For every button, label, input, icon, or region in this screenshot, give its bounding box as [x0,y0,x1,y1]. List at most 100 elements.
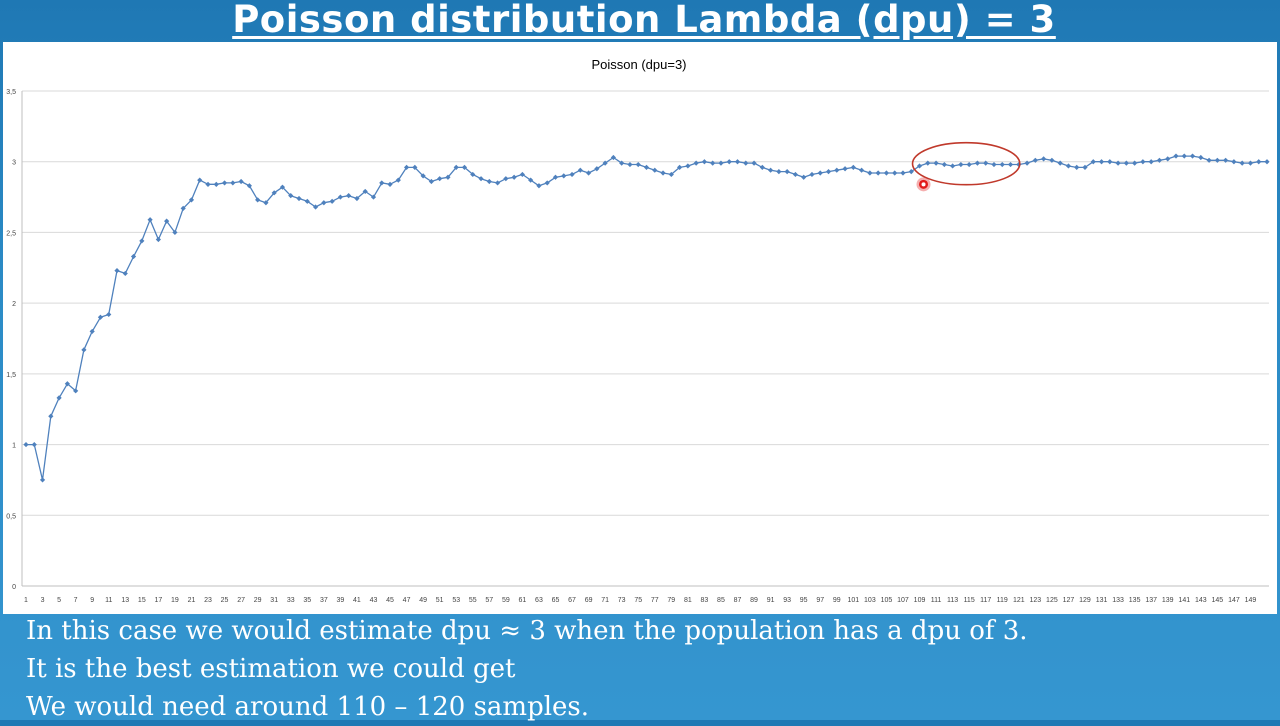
data-point [213,181,219,187]
x-tick-label: 131 [1096,597,1108,604]
data-point [1032,157,1038,163]
data-point [238,178,244,185]
x-tick-label: 125 [1046,597,1058,604]
x-tick-label: 101 [847,597,859,604]
y-tick-label: 1,5 [6,372,16,379]
x-tick-label: 33 [287,597,295,604]
data-point [602,160,608,166]
data-point [403,164,410,170]
data-point [941,161,947,168]
poisson-line-chart: Poisson (dpu=3) 00,511,522,533,5 1 3 5 7 9 11… [6,57,1270,604]
x-tick-label: 15 [138,597,146,604]
data-point [1189,153,1196,159]
x-tick-label: 19 [171,597,179,604]
y-tick-label: 0,5 [6,513,16,520]
data-point [1057,160,1063,166]
data-point [859,167,865,173]
data-point [834,167,840,173]
data-point [1107,159,1113,165]
data-point [23,441,29,448]
data-point [188,197,195,203]
highlight-ellipse [911,141,1021,186]
data-point [585,170,592,176]
y-tick-label: 3 [12,160,16,167]
data-point [461,164,468,170]
data-point [784,169,790,175]
data-point [1123,160,1129,166]
data-point [561,173,567,179]
data-point [64,381,70,387]
data-point [122,270,128,277]
data-point [933,160,939,166]
x-tick-label: 147 [1228,597,1240,604]
x-tick-label: 77 [651,597,659,604]
data-point [701,159,708,165]
data-point [519,171,525,178]
data-point [412,164,418,170]
data-point [56,395,62,401]
x-tick-label: 149 [1245,597,1257,604]
data-point [842,166,848,172]
data-point [627,161,633,168]
data-point [577,167,583,173]
data-point [1049,157,1055,163]
data-point [983,160,989,166]
data-point [180,205,186,211]
data-point [221,180,228,186]
x-tick-label: 13 [121,597,129,604]
data-point [321,200,327,206]
data-point [73,388,79,394]
data-point [958,161,964,168]
data-point [39,477,46,483]
data-point [1181,153,1187,159]
data-point [759,164,765,170]
data-point [288,193,294,199]
data-point [205,181,211,187]
x-tick-label: 37 [320,597,328,604]
data-point [395,177,401,183]
x-tick-label: 133 [1112,597,1124,604]
x-tick-label: 67 [568,597,576,604]
data-point [1256,159,1262,165]
data-point [710,160,716,166]
data-point [999,161,1005,168]
x-tick-label: 123 [1030,597,1042,604]
x-tick-label: 115 [964,597,975,604]
caption-line-3: We would need around 110 – 120 samples. [26,692,590,722]
y-tick-label: 0 [12,584,16,591]
x-tick-label: 141 [1178,597,1190,604]
data-point [1223,157,1229,163]
annotation-layer [911,141,1021,192]
data-point [660,170,666,176]
data-point [1247,160,1254,166]
caption-block: In this case we would estimate dpu ≈ 3 w… [26,612,1266,726]
data-point [1065,163,1072,169]
data-point [676,164,683,170]
data-point [925,160,931,166]
data-point [809,171,815,178]
data-point [668,171,674,178]
x-tick-label: 69 [585,597,593,604]
data-point [48,413,54,419]
data-point [279,184,286,190]
data-point [950,163,956,169]
y-axis-ticks: 0 0,5 1 1,5 2 2,5 3 3,5 [6,89,16,591]
x-tick-label: 47 [403,597,411,604]
data-point [1007,161,1014,168]
x-tick-label: 145 [1212,597,1224,604]
data-point [246,183,252,189]
data-point [817,170,823,176]
data-point [991,161,997,168]
x-tick-label: 43 [370,597,378,604]
data-point [1098,159,1105,165]
x-tick-label: 87 [734,597,742,604]
data-point [1041,156,1047,162]
x-tick-label: 59 [502,597,510,604]
data-point [974,160,981,166]
x-tick-label: 39 [336,597,344,604]
data-point [370,194,377,200]
x-tick-label: 117 [980,597,991,604]
data-point [164,218,170,224]
data-point [437,176,443,182]
x-tick-label: 35 [303,597,311,604]
